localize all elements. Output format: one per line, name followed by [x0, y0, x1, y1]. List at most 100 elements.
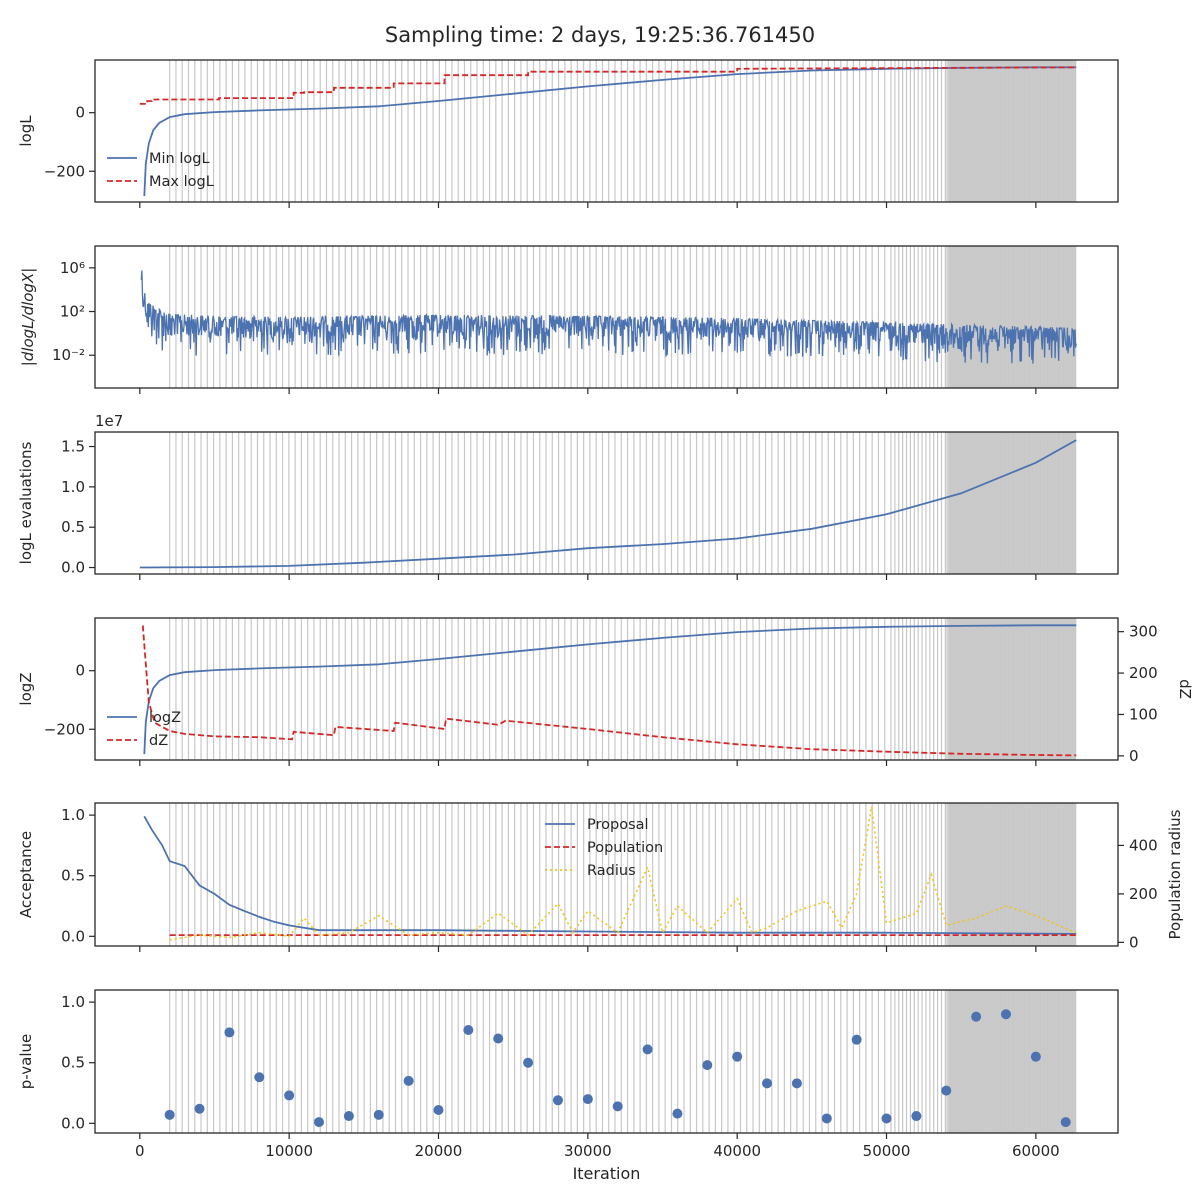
plot-area-pvalue [164, 990, 1077, 1133]
plot-area-evals [139, 432, 1077, 574]
y2-tick-label: 0 [1129, 747, 1139, 765]
axes-frame [94, 59, 1119, 203]
scatter-point [1060, 1117, 1071, 1128]
scatter-point [732, 1051, 743, 1062]
series-line-dz [141, 625, 1077, 757]
legend-label: Population [587, 840, 663, 856]
panel-acceptance: 0.0 0.5 1.0 0 200 400 Acceptance Population rad… [17, 802, 1184, 952]
panel-logZ: 0 −200 0 100 200 300 logZ dZ logZ dZ [17, 617, 1194, 766]
y-tick-label: 1.5 [61, 438, 85, 456]
scatter-points [164, 1009, 1071, 1128]
y2-tick-label: 400 [1129, 836, 1158, 854]
panel-logL: 0 −200 logL Min logL Max logL [17, 59, 1119, 208]
panel-evals: 0.0 0.5 1.0 1.5 logL evaluations 1e7 [17, 412, 1119, 580]
axes-frame [94, 245, 1119, 389]
x-tick-label: 60000 [1012, 1142, 1060, 1160]
y-tick-label: 0.5 [61, 1054, 85, 1072]
y2-tick-label: 300 [1129, 623, 1158, 641]
y2-tick-label: 200 [1129, 664, 1158, 682]
y-axis-label: logL [17, 115, 35, 147]
scatter-point [1030, 1051, 1041, 1062]
scatter-point [552, 1095, 563, 1106]
scatter-point [881, 1113, 892, 1124]
scatter-point [1000, 1009, 1011, 1020]
y-tick-label: 1.0 [61, 478, 85, 496]
scatter-point [343, 1111, 354, 1122]
y-tick-label: −200 [44, 720, 85, 738]
y-axis-label: logL evaluations [17, 441, 35, 564]
y-tick-label: 0 [75, 662, 85, 680]
y-tick-label: 0 [75, 104, 85, 122]
y-axis-label: logZ [17, 672, 35, 705]
legend-label: Max logL [149, 174, 214, 190]
scatter-point [433, 1104, 444, 1115]
checkpoint-lines [169, 432, 1077, 574]
series-line-maxlogl [139, 66, 1077, 105]
scatter-point [791, 1078, 802, 1089]
series-line-minlogl [143, 66, 1077, 197]
y2-axis-label: dZ [1176, 679, 1194, 699]
scatter-point [911, 1111, 922, 1122]
scatter-point [373, 1109, 384, 1120]
panel-dlogL: 10⁶ 10² 10⁻² |dlogL/dlogX| [19, 245, 1119, 394]
legend: Proposal Population Radius [545, 817, 663, 879]
series-line-proposal [143, 815, 1077, 935]
y-tick-label: 0.5 [61, 867, 85, 885]
y-tick-label: −200 [44, 162, 85, 180]
checkpoint-lines [169, 618, 1077, 760]
checkpoint-lines [169, 803, 1077, 946]
y-offset-label: 1e7 [95, 412, 123, 430]
y2-axis-label: Population radius [1166, 809, 1184, 939]
scatter-point [702, 1060, 713, 1071]
y-tick-label: 10⁶ [60, 259, 85, 277]
y-tick-label: 0.5 [61, 518, 85, 536]
scatter-point [463, 1024, 474, 1035]
series-line-logz [143, 624, 1077, 755]
series-line-dlogldlogx [140, 270, 1077, 364]
series-line-radius [169, 806, 1077, 941]
scatter-point [821, 1113, 832, 1124]
scatter-point [523, 1057, 534, 1068]
y-tick-label: 0.0 [61, 927, 85, 945]
panel-pvalue: 0 10000 20000 30000 40000 50000 60000 0.0 0.5 1.0… [17, 989, 1119, 1183]
x-tick-label: 20000 [415, 1142, 463, 1160]
legend-label: Proposal [587, 817, 649, 833]
scatter-point [403, 1075, 414, 1086]
x-tick-label: 50000 [863, 1142, 911, 1160]
checkpoint-lines [169, 60, 1077, 202]
legend: Min logL Max logL [107, 151, 214, 190]
scatter-point [254, 1072, 265, 1083]
scatter-point [672, 1108, 683, 1119]
legend-label: Min logL [149, 151, 210, 167]
y-tick-label: 0.0 [61, 559, 85, 577]
scatter-point [314, 1117, 325, 1128]
y-tick-label: 1.0 [61, 993, 85, 1011]
scatter-point [642, 1044, 653, 1055]
plot-area-dlogL [140, 246, 1077, 388]
y-tick-label: 1.0 [61, 806, 85, 824]
checkpoint-lines [169, 246, 1077, 388]
x-tick-label: 0 [135, 1142, 145, 1160]
scatter-point [582, 1094, 593, 1105]
plot-area-acceptance [143, 803, 1077, 946]
scatter-point [971, 1011, 982, 1022]
axes-frame [94, 802, 1119, 947]
y-axis-label: p-value [17, 1034, 35, 1090]
plot-area-logZ [141, 618, 1077, 760]
scatter-point [284, 1090, 295, 1101]
figure-title: Sampling time: 2 days, 19:25:36.761450 [385, 23, 815, 47]
axes-frame [94, 431, 1119, 575]
y2-tick-label: 200 [1129, 885, 1158, 903]
legend-label: Radius [587, 863, 636, 879]
scatter-point [762, 1078, 773, 1089]
y-axis-label: Acceptance [17, 831, 35, 918]
legend-label: logZ [149, 710, 181, 726]
scatter-point [493, 1033, 504, 1044]
axes-frame [94, 617, 1119, 761]
x-axis-label: Iteration [573, 1164, 641, 1183]
y-axis-label: |dlogL/dlogX| [19, 268, 37, 367]
plot-area-logL [139, 60, 1077, 202]
y2-tick-label: 0 [1129, 933, 1139, 951]
axes-frame [94, 989, 1119, 1134]
